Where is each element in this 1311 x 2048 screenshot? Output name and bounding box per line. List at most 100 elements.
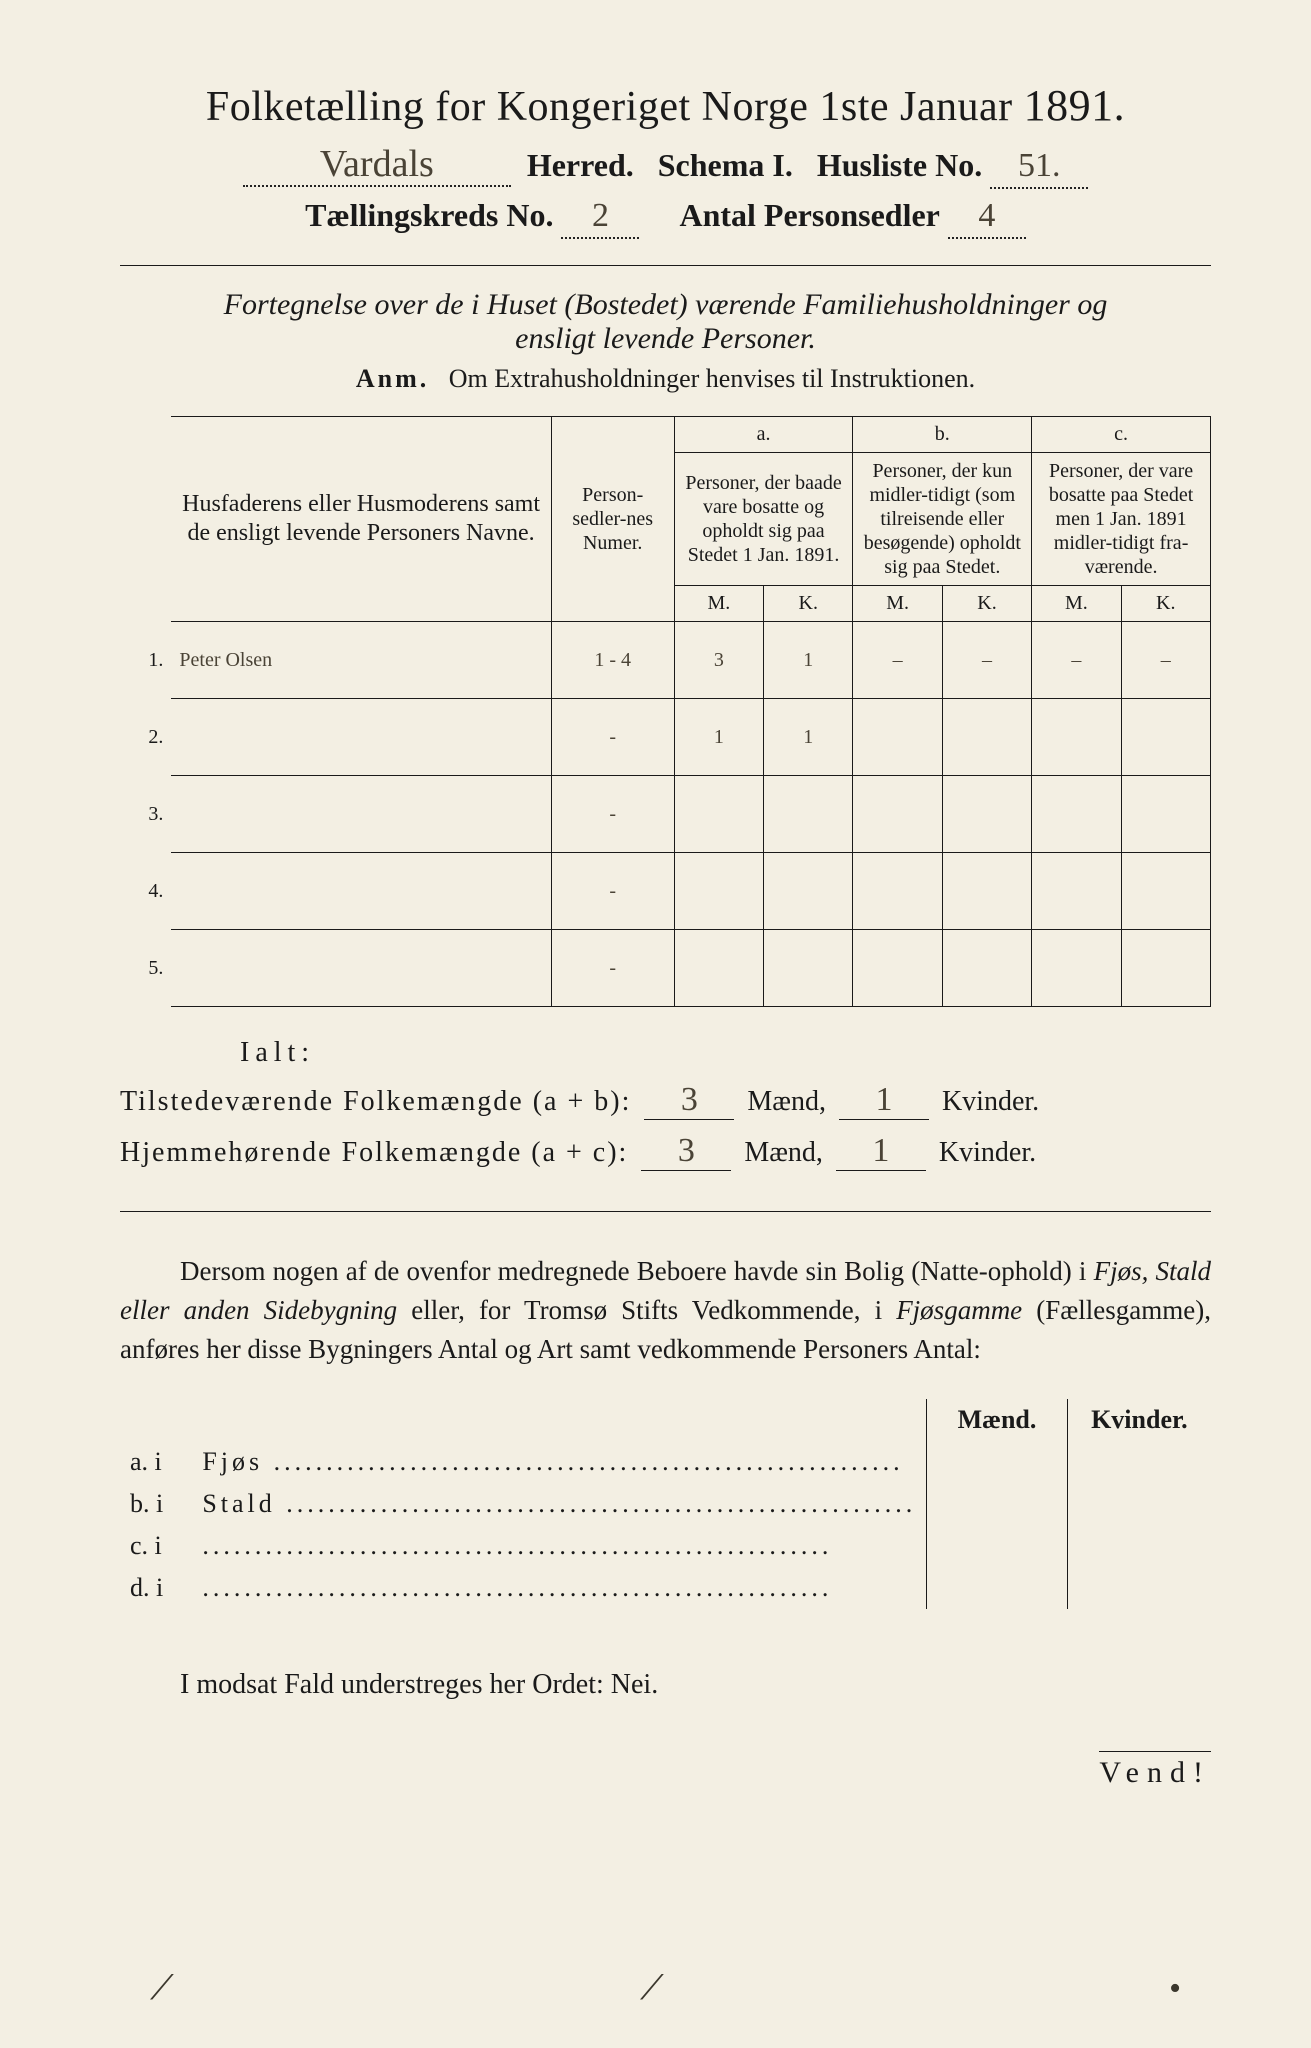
col-a-k: K. [764, 586, 853, 622]
sub-m-cell [927, 1525, 1067, 1567]
name-cell [171, 776, 551, 853]
b-m-cell [853, 853, 942, 930]
binding-mark: ⟋ [150, 1970, 174, 2008]
c-m-cell [1032, 776, 1121, 853]
table-row: 2.-11 [120, 699, 1211, 776]
para-t2: eller, for Tromsø Stifts Vedkommende, i [397, 1295, 896, 1325]
a-m-cell: 1 [674, 699, 763, 776]
sub-row-type: Stald ..................................… [192, 1483, 926, 1525]
b-k-cell [942, 699, 1031, 776]
dwelling-paragraph: Dersom nogen af de ovenfor medregnede Be… [120, 1252, 1211, 1369]
a-m-cell [674, 930, 763, 1007]
sub-row-type: ........................................… [192, 1525, 926, 1567]
para-i2: Fjøsgamme [896, 1295, 1022, 1325]
c-m-cell [1032, 930, 1121, 1007]
sub-m-cell [927, 1567, 1067, 1609]
col-b-k: K. [942, 586, 1031, 622]
numer-cell: - [551, 853, 674, 930]
col-b-m: M. [853, 586, 942, 622]
col-b-label: b. [853, 417, 1032, 453]
household-table: Husfaderens eller Husmoderens samt de en… [120, 416, 1211, 1007]
sub-k-cell [1067, 1441, 1211, 1483]
maend-label: Mænd, [747, 1086, 826, 1117]
name-cell [171, 853, 551, 930]
col-b-text: Personer, der kun midler-tidigt (som til… [853, 453, 1032, 586]
col-c-m: M. [1032, 586, 1121, 622]
b-m-cell [853, 776, 942, 853]
ialt-label: Ialt: [240, 1037, 1211, 1069]
a-k-cell: 1 [764, 699, 853, 776]
numer-cell: - [551, 930, 674, 1007]
dwelling-table: Mænd. Kvinder. a. iFjøs ................… [120, 1399, 1211, 1609]
c-k-cell [1121, 699, 1210, 776]
b-k-cell [942, 776, 1031, 853]
sub-k-cell [1067, 1567, 1211, 1609]
antal-value: 4 [948, 197, 1026, 239]
sub-row: c. i ...................................… [120, 1525, 1211, 1567]
a-k-cell [764, 930, 853, 1007]
l2-label: Hjemmehørende Folkemængde (a + c): [120, 1137, 628, 1168]
kreds-value: 2 [561, 197, 639, 239]
table-header: Husfaderens eller Husmoderens samt de en… [120, 417, 1211, 622]
l2-k: 1 [836, 1132, 926, 1171]
kreds-line: Tællingskreds No. 2 Antal Personsedler 4 [120, 197, 1211, 239]
herred-label: Herred. [527, 147, 634, 183]
sub-maend: Mænd. [927, 1399, 1067, 1441]
numer-cell: 1 - 4 [551, 622, 674, 699]
totals-line-1: Tilstedeværende Folkemængde (a + b): 3 M… [120, 1081, 1211, 1120]
row-number: 1. [120, 622, 171, 699]
row-number: 2. [120, 699, 171, 776]
table-row: 4. - [120, 853, 1211, 930]
page-title: Folketælling for Kongeriget Norge 1ste J… [120, 80, 1211, 131]
title-prefix: Folketælling for Kongeriget Norge 1ste J… [206, 84, 1013, 130]
anm-line: Anm. Om Extrahusholdninger henvises til … [120, 364, 1211, 394]
sub-row-label: d. i [120, 1567, 192, 1609]
table-row: 1.Peter Olsen1 - 431–––– [120, 622, 1211, 699]
b-m-cell [853, 930, 942, 1007]
row-number: 5. [120, 930, 171, 1007]
col-name: Husfaderens eller Husmoderens samt de en… [171, 417, 551, 622]
c-m-cell [1032, 853, 1121, 930]
a-k-cell [764, 776, 853, 853]
c-m-cell: – [1032, 622, 1121, 699]
table-body: 1.Peter Olsen1 - 431––––2.-113.-4.-5.- [120, 622, 1211, 1007]
husliste-label: Husliste No. [817, 147, 982, 183]
name-cell: Peter Olsen [171, 622, 551, 699]
b-k-cell [942, 930, 1031, 1007]
sub-m-cell [927, 1483, 1067, 1525]
numer-cell: - [551, 776, 674, 853]
para-t1: Dersom nogen af de ovenfor medregnede Be… [180, 1256, 1094, 1286]
b-k-cell [942, 853, 1031, 930]
a-k-cell [764, 853, 853, 930]
vend-label: Vend! [1099, 1751, 1211, 1790]
name-cell [171, 699, 551, 776]
totals-block: Ialt: Tilstedeværende Folkemængde (a + b… [120, 1037, 1211, 1171]
col-c-label: c. [1032, 417, 1211, 453]
husliste-value: 51. [990, 147, 1088, 189]
title-year: 1891. [1024, 81, 1126, 130]
kvinder-label: Kvinder. [942, 1086, 1039, 1117]
kvinder-label-2: Kvinder. [939, 1137, 1036, 1168]
binding-mark: ⟋ [640, 1970, 664, 2008]
divider [120, 265, 1211, 266]
l1-k: 1 [839, 1081, 929, 1120]
fortegnelse-text: Fortegnelse over de i Huset (Bostedet) v… [186, 288, 1146, 356]
sub-k-cell [1067, 1483, 1211, 1525]
c-m-cell [1032, 699, 1121, 776]
sub-header: Mænd. Kvinder. [120, 1399, 1211, 1441]
sub-kvinder: Kvinder. [1067, 1399, 1211, 1441]
sub-row-label: a. i [120, 1441, 192, 1483]
kreds-label: Tællingskreds No. [305, 197, 553, 233]
row-number: 4. [120, 853, 171, 930]
binding-mark: • [1169, 1970, 1181, 2008]
divider-2 [120, 1211, 1211, 1212]
l2-m: 3 [641, 1132, 731, 1171]
schema-label: Schema I. [658, 147, 793, 183]
name-cell [171, 930, 551, 1007]
sub-row-type: ........................................… [192, 1567, 926, 1609]
b-m-cell [853, 699, 942, 776]
sub-row: a. iFjøs ...............................… [120, 1441, 1211, 1483]
anm-prefix: Anm. [356, 364, 429, 393]
col-a-label: a. [674, 417, 853, 453]
col-numer: Person-sedler-nes Numer. [551, 417, 674, 622]
